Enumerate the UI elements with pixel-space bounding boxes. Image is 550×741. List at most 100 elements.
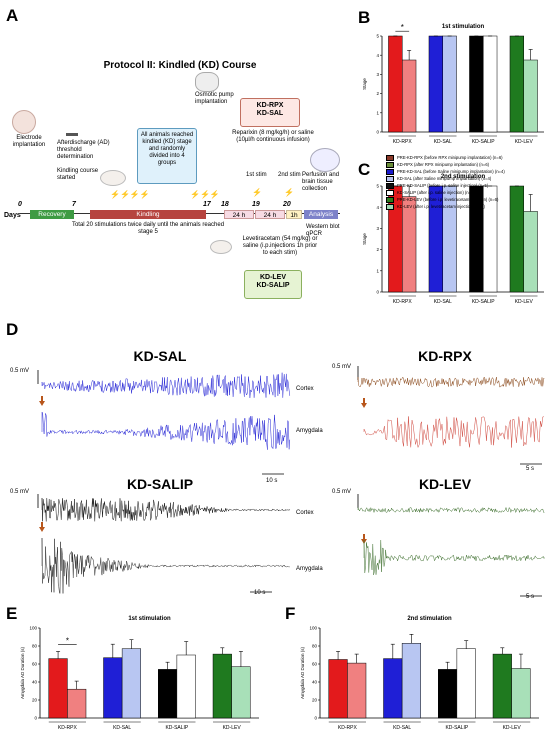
electrode-label: Electrode implantation bbox=[12, 135, 46, 148]
scale-label: 0.5 mV bbox=[10, 489, 30, 495]
bar bbox=[483, 35, 498, 133]
cortex-label: Cortex bbox=[296, 510, 314, 516]
category-label: KD-SAL bbox=[393, 725, 411, 731]
eeg-trace bbox=[357, 376, 545, 388]
bar bbox=[328, 659, 348, 719]
legend-label: PRE-KD-RPX (before RPX minipump implanta… bbox=[397, 155, 503, 160]
legend-label: KD-LEV (after i.p. levetiracetam injecti… bbox=[397, 204, 485, 209]
category-label: KD-LEV bbox=[515, 139, 534, 145]
eeg-title-rpx: KD-RPX bbox=[418, 348, 472, 364]
y-tick-label: 5 bbox=[376, 34, 379, 39]
y-tick-label: 3 bbox=[376, 72, 379, 77]
day-tick: 18 bbox=[221, 201, 229, 208]
y-tick-label: 0 bbox=[314, 716, 317, 721]
category-label: KD-SAL bbox=[113, 725, 131, 731]
legend-swatch bbox=[386, 175, 394, 182]
stimulus-arrow-icon bbox=[39, 396, 45, 406]
stimulus-arrow-icon bbox=[361, 534, 367, 544]
y-tick-label: 0 bbox=[376, 130, 379, 135]
groups-box: All animals reached kindled (KD) stage a… bbox=[137, 128, 197, 184]
y-axis-label: Amygdala AD Duration (s) bbox=[20, 646, 25, 699]
stimulator-icon bbox=[66, 133, 78, 136]
y-axis-label: Stage bbox=[362, 78, 367, 90]
day-tick: 17 bbox=[203, 201, 211, 208]
significance-star: * bbox=[401, 23, 404, 32]
rat-icon bbox=[310, 148, 340, 172]
bar bbox=[402, 59, 417, 133]
category-label: KD-SALIP bbox=[472, 299, 495, 305]
levetiracetam-label: Levetiracetam (54 mg/kg) or saline (i.p.… bbox=[242, 236, 318, 256]
bar bbox=[67, 688, 87, 719]
y-tick-label: 20 bbox=[312, 698, 318, 703]
amygdala-label: Amygdala bbox=[296, 566, 323, 572]
bar bbox=[523, 59, 538, 133]
bar bbox=[511, 668, 531, 719]
segment-24h: 24 h bbox=[224, 210, 254, 219]
bar bbox=[231, 666, 251, 719]
legend-label: PRE-KD-SALIP (before i.p. saline injecti… bbox=[397, 183, 489, 188]
pump-icon bbox=[195, 72, 219, 92]
reparixin-label: Reparixin (8 mg/kg/h) or saline (10µl/h … bbox=[232, 130, 314, 143]
y-tick-label: 5 bbox=[376, 184, 379, 189]
cortex-label: Cortex bbox=[296, 386, 314, 392]
panel-letter-d: D bbox=[6, 320, 19, 339]
legend-item: PRE-KD-SAL (before Saline minipump impla… bbox=[386, 168, 546, 175]
bar bbox=[176, 654, 196, 719]
amygdala-label: Amygdala bbox=[296, 428, 323, 434]
bar bbox=[121, 648, 141, 719]
stimulation-icon: ⚡ bbox=[284, 188, 294, 197]
pump-label: Osmotic pump implantation bbox=[195, 92, 234, 105]
stim2-label: 2nd stim bbox=[278, 172, 301, 178]
segment-1h: 1h bbox=[286, 210, 302, 219]
chart-b: 1st stimulation Stage 0 1 2 3 4 5 KD-RPX KD-SAL KD… bbox=[362, 23, 544, 145]
eeg-trace bbox=[41, 497, 291, 522]
category-label: KD-LEV bbox=[223, 725, 242, 731]
category-label: KD-RPX bbox=[393, 139, 413, 145]
category-label: KD-SALIP bbox=[165, 725, 188, 731]
y-tick-label: 1 bbox=[376, 268, 379, 273]
segment-24h: 24 h bbox=[255, 210, 285, 219]
bar bbox=[442, 35, 457, 133]
rat-icon bbox=[100, 170, 126, 186]
bar bbox=[469, 35, 484, 133]
lev-group-box: KD-LEV KD-SALIP bbox=[244, 270, 302, 299]
bar bbox=[438, 669, 458, 719]
legend-label: PRE-KD-SAL (before Saline minipump impla… bbox=[397, 169, 505, 174]
eeg-title-lev: KD-LEV bbox=[418, 476, 472, 492]
category-label: KD-SALIP bbox=[472, 139, 495, 145]
y-axis-label: Amygdala AD Duration (s) bbox=[300, 646, 305, 699]
y-tick-label: 60 bbox=[312, 662, 318, 667]
y-tick-label: 40 bbox=[32, 680, 38, 685]
legend-item: KD-SALIP (after i.p. saline injection) (… bbox=[386, 189, 546, 196]
chart-title: 2nd stimulation bbox=[441, 174, 486, 180]
legend-label: KD-RPX (after RPX minipump implantation)… bbox=[397, 162, 490, 167]
bar bbox=[402, 196, 417, 293]
stimulation-icon: ⚡⚡⚡ bbox=[190, 190, 220, 199]
time-scale: 10 s bbox=[254, 590, 266, 596]
y-axis-label: Stage bbox=[362, 233, 367, 245]
bar bbox=[48, 658, 68, 719]
bar bbox=[428, 35, 444, 133]
y-tick-label: 100 bbox=[29, 626, 37, 631]
legend-swatch bbox=[386, 154, 394, 161]
perfusion-label: Perfusion and brain tissue collection bbox=[302, 172, 340, 192]
category-label: KD-SAL bbox=[434, 139, 452, 145]
bar bbox=[103, 657, 123, 719]
protocol-title: Protocol II: Kindled (KD) Course bbox=[103, 60, 257, 71]
y-tick-label: 20 bbox=[32, 698, 38, 703]
bar bbox=[456, 648, 476, 719]
total-stim-label: Total 20 stimulations twice daily until … bbox=[71, 222, 225, 235]
day-tick: 0 bbox=[18, 201, 22, 208]
panel-letter-f: F bbox=[285, 604, 296, 623]
eeg-trace bbox=[363, 539, 545, 575]
y-tick-label: 2 bbox=[376, 91, 379, 96]
legend-swatch bbox=[386, 182, 394, 189]
chart-title: 1st stimulation bbox=[442, 24, 485, 30]
segment-recovery: Recovery bbox=[30, 210, 74, 219]
legend-item: PRE-KD-RPX (before RPX minipump implanta… bbox=[386, 154, 546, 161]
rat-head-icon bbox=[12, 110, 36, 134]
eeg-title-sal: KD-SAL bbox=[133, 348, 187, 364]
time-scale: 10 s bbox=[266, 478, 278, 484]
day-tick: 7 bbox=[72, 201, 76, 208]
rpx-group-box: KD-RPX KD-SAL bbox=[240, 98, 300, 127]
